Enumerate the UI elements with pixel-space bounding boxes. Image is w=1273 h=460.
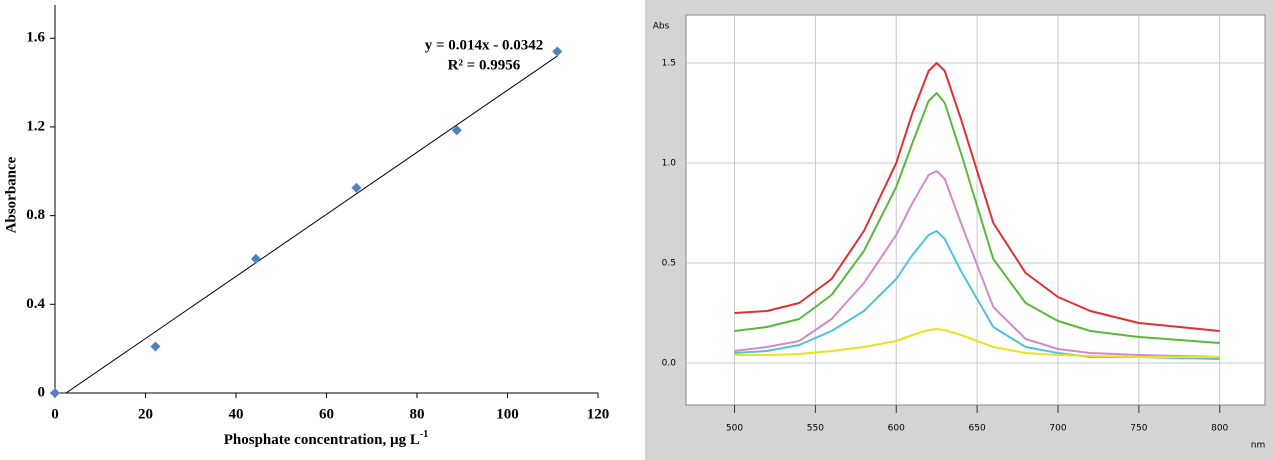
data-point [250, 253, 261, 264]
y-tick-label: 0.0 [662, 359, 677, 369]
x-axis-title-text: Phosphate concentration, µg L [224, 432, 420, 448]
x-tick-label: 550 [807, 424, 824, 434]
trendline-r2: R² = 0.9956 [448, 57, 521, 73]
y-axis-title: Absorbance [3, 156, 19, 233]
spectrum-line [734, 62, 1220, 332]
y-tick-label: 0 [38, 384, 46, 400]
x-tick-label: 750 [1130, 424, 1147, 434]
y-tick-label: 1.2 [26, 118, 45, 134]
x-axis-title-superscript: -1 [420, 429, 428, 440]
x-tick-label: 40 [229, 406, 244, 422]
y-tick-label: 1.5 [662, 59, 676, 69]
x-tick-label: 500 [726, 424, 743, 434]
trendline-equation: y = 0.014x - 0.0342 [425, 37, 544, 53]
calibration-chart: 0 0.4 0.8 1.2 1.6 0 20 40 60 80 100 120 Phosphate co… [3, 5, 609, 448]
x-tick-label: 800 [1211, 424, 1228, 434]
y-tick-label: 1.6 [26, 30, 45, 46]
x-tick-label: 80 [410, 406, 425, 422]
x-tick-label: 700 [1049, 424, 1066, 434]
data-point [50, 388, 60, 398]
x-tick-label: 20 [138, 406, 153, 422]
spectrum-line [734, 92, 1220, 344]
y-tick-label: 1.0 [662, 159, 677, 169]
y-tick-label: 0.5 [662, 259, 676, 269]
data-point [552, 46, 563, 57]
x-axis-title: nm [1251, 441, 1265, 451]
data-point [351, 182, 362, 193]
trendline [65, 55, 558, 394]
y-axis-title: Abs [653, 22, 670, 32]
x-tick-label: 650 [969, 424, 986, 434]
y-tick-label: 0.4 [26, 296, 45, 312]
spectrum-line [734, 328, 1220, 358]
x-tick-label: 120 [587, 406, 610, 422]
x-tick-label: 60 [319, 406, 334, 422]
data-point [451, 125, 462, 136]
x-axis-title: Phosphate concentration, µg L-1 [224, 429, 429, 448]
spectrum-line [734, 170, 1220, 358]
data-point [150, 341, 161, 352]
x-tick-label: 0 [51, 406, 59, 422]
y-tick-label: 0.8 [26, 207, 45, 223]
x-tick-label: 100 [496, 406, 519, 422]
spectra-chart: 0.0 0.5 1.0 1.5 500 550 600 650 700 750 800 nm Abs [645, 0, 1273, 460]
x-tick-label: 600 [888, 424, 905, 434]
